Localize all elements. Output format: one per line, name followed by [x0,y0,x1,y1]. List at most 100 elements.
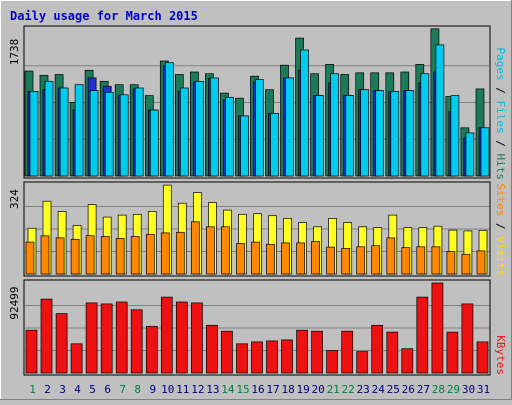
legend-files-label: Files [494,101,507,134]
files-bar [300,49,309,177]
kbytes-bar [191,302,203,374]
sites-bar [266,243,275,275]
sites-bar [281,242,290,275]
x-tick-label: 28 [432,383,445,396]
files-bar [435,44,445,177]
kbytes-bar [221,330,233,374]
files-bar [360,89,370,177]
x-tick-label: 18 [281,383,294,396]
files-bar [210,77,219,177]
files-bar [225,96,234,177]
sites-bar [160,232,170,275]
files-bar [195,80,204,177]
kbytes-bar [476,341,489,374]
kbytes-bar [40,298,53,374]
kbytes-bar [236,343,248,374]
files-bar [450,95,460,177]
x-tick-label: 2 [44,383,51,396]
kbytes-bar [446,331,459,374]
files-bar [240,115,249,177]
legend-hits-label-2: Hits [494,154,507,181]
legend-visits-label: Visits [494,236,507,276]
kbytes-bar [281,339,293,374]
kbytes-bar [130,309,143,374]
x-tick-label: 17 [266,383,279,396]
kbytes-bar [251,341,263,374]
sites-bar [25,241,35,275]
x-tick-label: 1 [29,383,36,396]
kbytes-bar [145,325,158,374]
sites-bar [356,246,366,275]
kbytes-bar [416,296,429,374]
files-bar [119,94,129,177]
files-bar [330,73,339,177]
kbytes-bar [266,340,278,374]
sites-bar [341,248,351,275]
x-tick-label: 31 [477,383,490,396]
sites-bar [85,235,95,275]
sites-bar [221,226,230,275]
legend-pages-label: Pages [494,48,507,81]
kbytes-bar [401,348,414,374]
files-bar [179,87,189,177]
x-tick-label: 9 [149,383,156,396]
files-bar [480,127,490,177]
x-tick-label: 21 [327,383,340,396]
kbytes-bar [100,303,113,374]
sites-bar [326,246,335,275]
kbytes-bar [25,329,38,374]
kbytes-bar [386,331,399,374]
x-tick-label: 8 [134,383,141,396]
kbytes-bar [70,343,83,374]
sites-bar [55,237,65,275]
sites-bar [371,245,381,275]
x-tick-label: 6 [104,383,111,396]
x-tick-label: 27 [417,383,430,396]
files-bar [285,77,294,177]
kbytes-bar [311,330,323,374]
x-tick-label: 12 [191,383,204,396]
x-tick-label: 4 [74,383,81,396]
x-tick-label: 3 [59,383,66,396]
kbytes-bar [461,303,474,374]
x-axis-labels: 1 2 3 4 5 6 7 8 9 10 11 12 13 14 15 16 17 18 19 20 21 22 23 24 2… [29,383,490,396]
sites-bar [191,221,200,275]
files-bar [164,62,174,177]
files-bar [255,79,264,177]
sites-bar [416,246,426,275]
sites-bar [446,251,456,275]
kbytes-bar [160,296,173,374]
files-bar [420,73,430,177]
chart-title: Daily usage for March 2015 [10,9,198,23]
top-max-label: 1738 [8,39,21,66]
x-tick-label: 13 [206,383,219,396]
x-tick-label: 20 [311,383,324,396]
bottom-max-label: 92499 [8,286,21,319]
files-bar [89,90,99,177]
x-tick-label: 24 [372,383,386,396]
x-tick-label: 19 [296,383,309,396]
sites-bar [70,238,80,275]
files-bar [270,113,279,177]
files-bar [44,80,54,177]
top-legend-text: Pages / Files / Hits [494,48,507,181]
legend-kbytes-label: KBytes [494,335,507,375]
x-tick-label: 16 [251,383,264,396]
x-tick-label: 15 [236,383,249,396]
files-bar [405,90,415,177]
x-tick-label: 5 [89,383,96,396]
sites-bar [386,237,396,275]
sites-bar [251,241,260,275]
x-tick-label: 22 [342,383,355,396]
sites-bar [431,246,441,275]
sites-bar [145,233,155,275]
sites-bar [175,231,185,275]
sites-bar [40,235,50,275]
bottom-legend: KBytes [494,335,507,375]
kbytes-bar [175,301,188,374]
chart-bars [24,28,490,374]
x-tick-label: 29 [447,383,460,396]
x-tick-label: 11 [176,383,189,396]
x-tick-label: 25 [387,383,400,396]
